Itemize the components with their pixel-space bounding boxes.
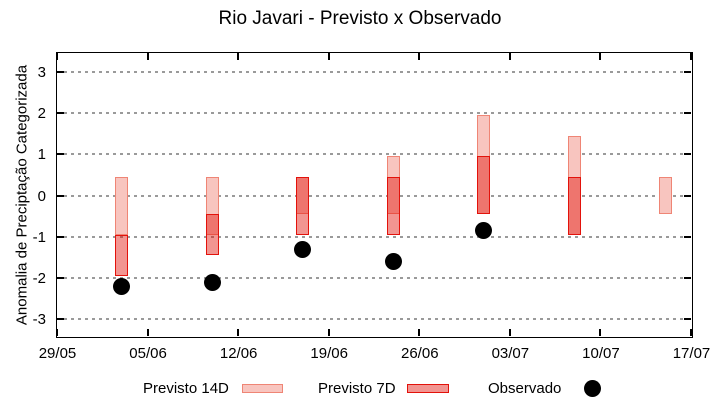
gridline-y-2 xyxy=(57,277,692,280)
x-tick-bottom xyxy=(56,329,58,336)
y-tick-right xyxy=(684,153,691,156)
gridline-y2 xyxy=(57,111,692,114)
previsto-7d-bar-17/06 xyxy=(296,176,310,235)
previsto-14d-bar-15/07 xyxy=(658,176,672,215)
previsto-7d-bar-10/06 xyxy=(205,214,219,256)
legend-swatch-previsto-14d-icon xyxy=(242,384,283,393)
previsto-14d-bar-10/06 xyxy=(205,176,219,235)
x-tick-bottom xyxy=(418,329,421,336)
y-tick-label--3: -3 xyxy=(32,311,46,329)
legend-label-observado: Observado xyxy=(488,380,562,397)
y-tick-label-2: 2 xyxy=(37,104,46,122)
chart-title: Rio Javari - Previsto x Observado xyxy=(218,8,502,29)
y-tick-left xyxy=(57,111,64,114)
observado-dot-24/06 xyxy=(384,253,402,271)
gridline-y-3 xyxy=(57,318,692,321)
x-tick-label-03/07: 03/07 xyxy=(491,345,530,362)
x-tick-top xyxy=(146,53,149,60)
previsto-7d-bar-08/07 xyxy=(568,176,582,235)
observado-dot-17/06 xyxy=(294,240,312,258)
y-tick-right xyxy=(684,318,691,321)
y-tick-left xyxy=(57,235,64,238)
x-tick-label-17/07: 17/07 xyxy=(672,345,711,362)
observado-dot-10/06 xyxy=(203,273,221,291)
x-tick-label-19/06: 19/06 xyxy=(310,345,348,362)
x-tick-top xyxy=(418,53,421,60)
y-tick-right xyxy=(684,111,691,114)
x-tick-top xyxy=(508,53,511,60)
x-tick-top xyxy=(599,53,602,60)
y-tick-label-0: 0 xyxy=(37,187,46,205)
x-tick-bottom xyxy=(327,329,330,336)
x-tick-top xyxy=(56,53,58,60)
x-tick-bottom xyxy=(690,329,692,336)
legend-label-previsto-7d: Previsto 7D xyxy=(318,380,396,397)
y-tick-label-1: 1 xyxy=(37,146,46,164)
y-tick-right xyxy=(684,277,691,280)
x-tick-label-05/06: 05/06 xyxy=(129,345,167,362)
x-tick-bottom xyxy=(237,329,240,336)
y-tick-left xyxy=(57,318,64,321)
plot-area xyxy=(56,52,693,338)
x-tick-bottom xyxy=(508,329,511,336)
legend-swatch-previsto-7d-icon xyxy=(407,384,449,393)
previsto-14d-bar-03/06 xyxy=(115,176,129,235)
y-tick-right xyxy=(684,70,691,73)
x-tick-top xyxy=(237,53,240,60)
y-tick-label--2: -2 xyxy=(32,270,46,288)
legend-label-previsto-14d: Previsto 14D xyxy=(143,380,229,397)
legend-observado-dot-icon xyxy=(584,380,601,397)
x-tick-top xyxy=(690,53,692,60)
gridline-y-1 xyxy=(57,235,692,238)
gridline-y0 xyxy=(57,194,692,197)
y-tick-label--1: -1 xyxy=(32,228,46,246)
x-tick-label-10/07: 10/07 xyxy=(582,345,620,362)
previsto-7d-bar-01/07 xyxy=(477,156,491,215)
observado-dot-01/07 xyxy=(475,222,493,240)
x-tick-bottom xyxy=(146,329,149,336)
gridline-y1 xyxy=(57,153,692,156)
previsto-7d-bar-03/06 xyxy=(115,234,129,277)
y-tick-left xyxy=(57,194,64,197)
y-tick-right xyxy=(684,235,691,238)
x-tick-bottom xyxy=(599,329,602,336)
x-tick-label-12/06: 12/06 xyxy=(219,345,258,362)
previsto-7d-bar-24/06 xyxy=(386,176,400,235)
y-tick-left xyxy=(57,277,64,280)
x-tick-label-29/05: 29/05 xyxy=(38,345,77,362)
x-tick-top xyxy=(327,53,330,60)
x-tick-label-26/06: 26/06 xyxy=(401,345,439,362)
y-tick-label-3: 3 xyxy=(37,63,46,81)
y-tick-right xyxy=(684,194,691,197)
gridline-y3 xyxy=(57,70,692,73)
y-tick-left xyxy=(57,153,64,156)
observado-dot-03/06 xyxy=(113,277,131,295)
y-tick-left xyxy=(57,70,64,73)
